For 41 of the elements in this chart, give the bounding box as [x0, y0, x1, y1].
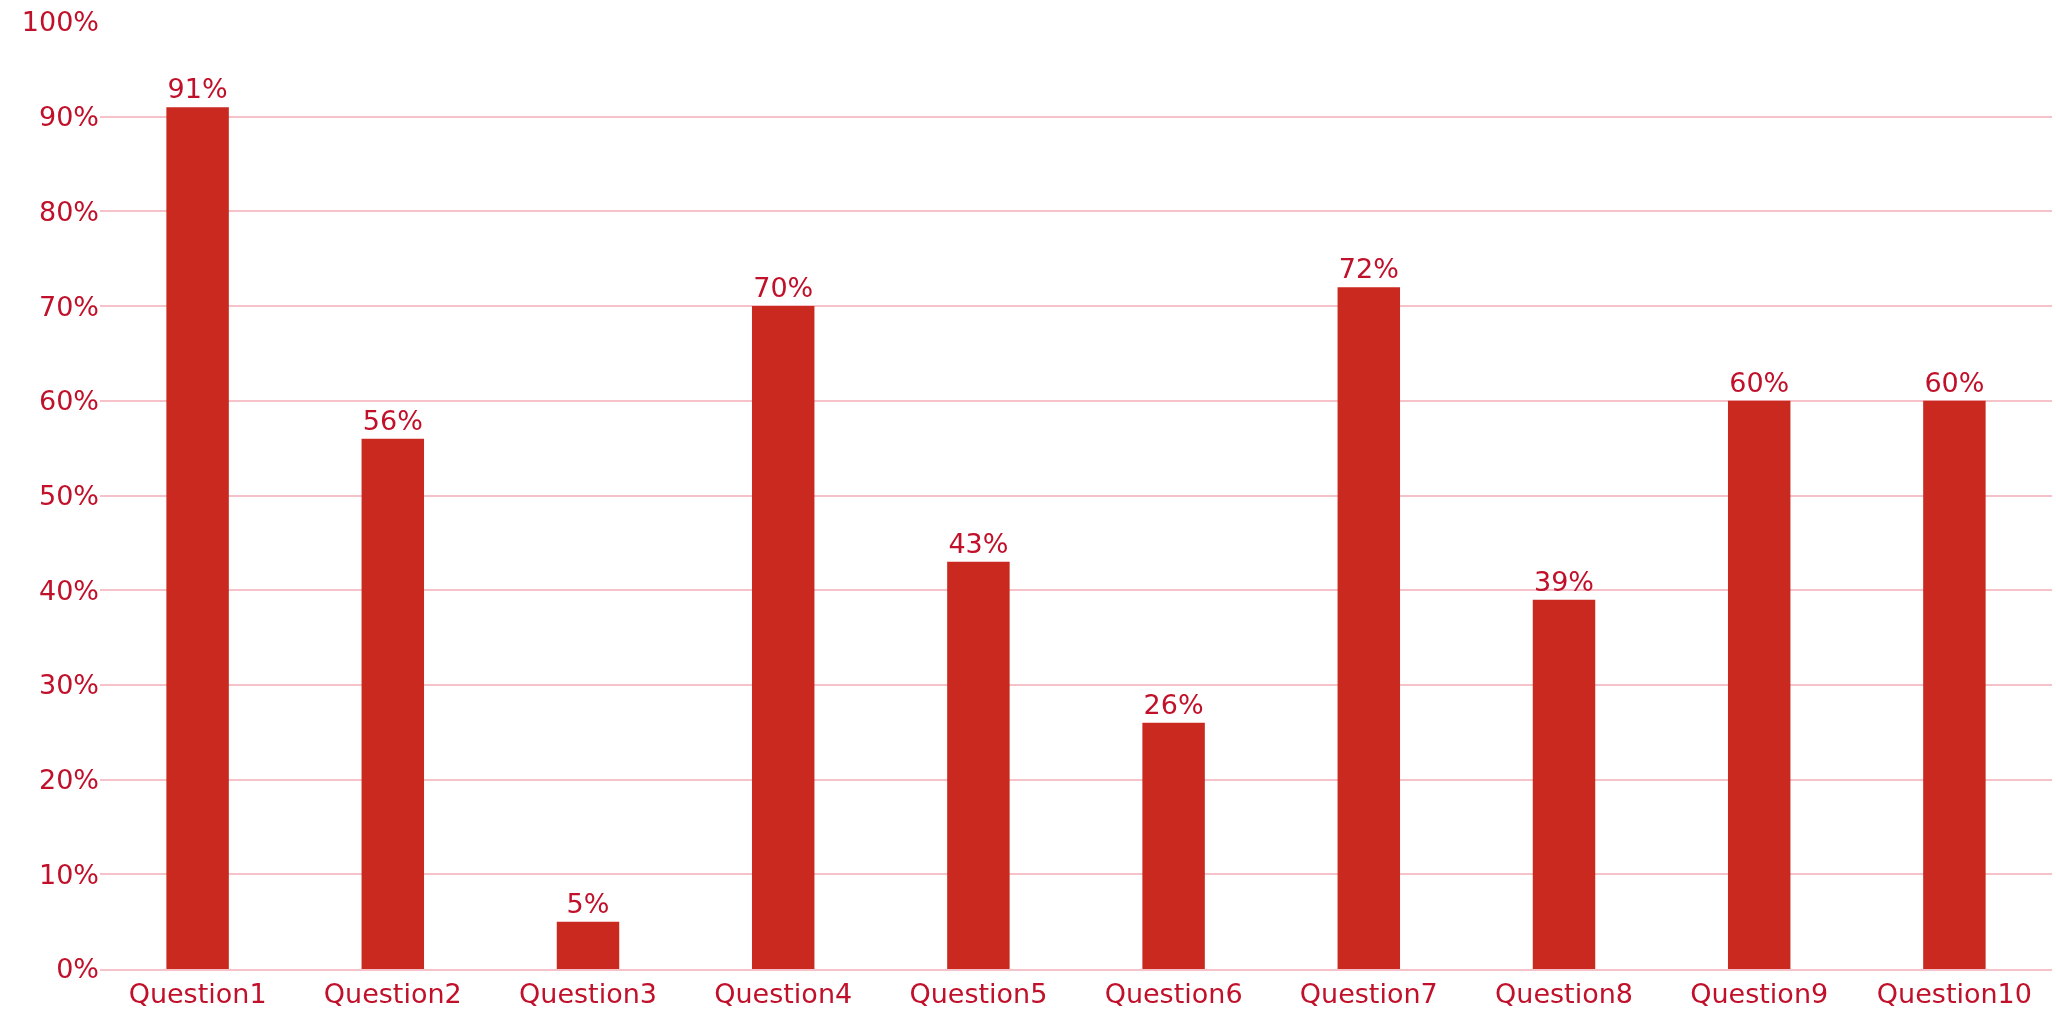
bar [1532, 599, 1596, 969]
y-tick-label: 70% [38, 290, 99, 322]
bar [947, 561, 1010, 969]
data-label: 70% [753, 272, 814, 304]
data-label: 39% [1533, 565, 1595, 597]
y-tick-label: 30% [38, 669, 99, 701]
x-tick-label: Question1 [128, 978, 267, 1010]
x-tick-label: Question3 [519, 978, 657, 1010]
y-tick-label: 100% [21, 6, 99, 38]
bar [166, 107, 229, 969]
data-label: 60% [1924, 366, 1985, 398]
x-tick-label: Question2 [323, 978, 462, 1010]
x-tick-label: Question5 [909, 978, 1048, 1010]
x-tick-label: Question7 [1299, 978, 1438, 1010]
y-tick-label: 0% [56, 953, 99, 985]
y-tick-label: 40% [38, 574, 99, 606]
x-tick-label: Question9 [1690, 978, 1829, 1010]
x-tick-label: Question10 [1876, 978, 2032, 1010]
y-tick-label: 80% [38, 195, 99, 227]
bar [1727, 400, 1791, 969]
y-tick-label: 20% [38, 764, 99, 796]
data-label: 43% [948, 527, 1009, 559]
bar [1923, 400, 1986, 969]
y-tick-label: 90% [38, 101, 99, 133]
y-tick-label: 10% [38, 858, 99, 890]
bar [751, 306, 815, 969]
data-label: 26% [1143, 688, 1204, 720]
x-tick-label: Question8 [1495, 978, 1633, 1010]
bar [361, 438, 425, 969]
data-label: 72% [1338, 253, 1399, 285]
data-label: 5% [566, 887, 610, 919]
x-tick-label: Question4 [714, 978, 853, 1010]
y-tick-label: 50% [38, 479, 99, 511]
y-tick-label: 60% [38, 385, 99, 417]
data-label: 91% [167, 73, 228, 105]
bar [1142, 722, 1205, 969]
data-label: 60% [1729, 366, 1790, 398]
x-tick-label: Question6 [1104, 978, 1243, 1010]
bar [1337, 287, 1401, 969]
data-label: 56% [362, 404, 423, 436]
bar [556, 921, 620, 969]
